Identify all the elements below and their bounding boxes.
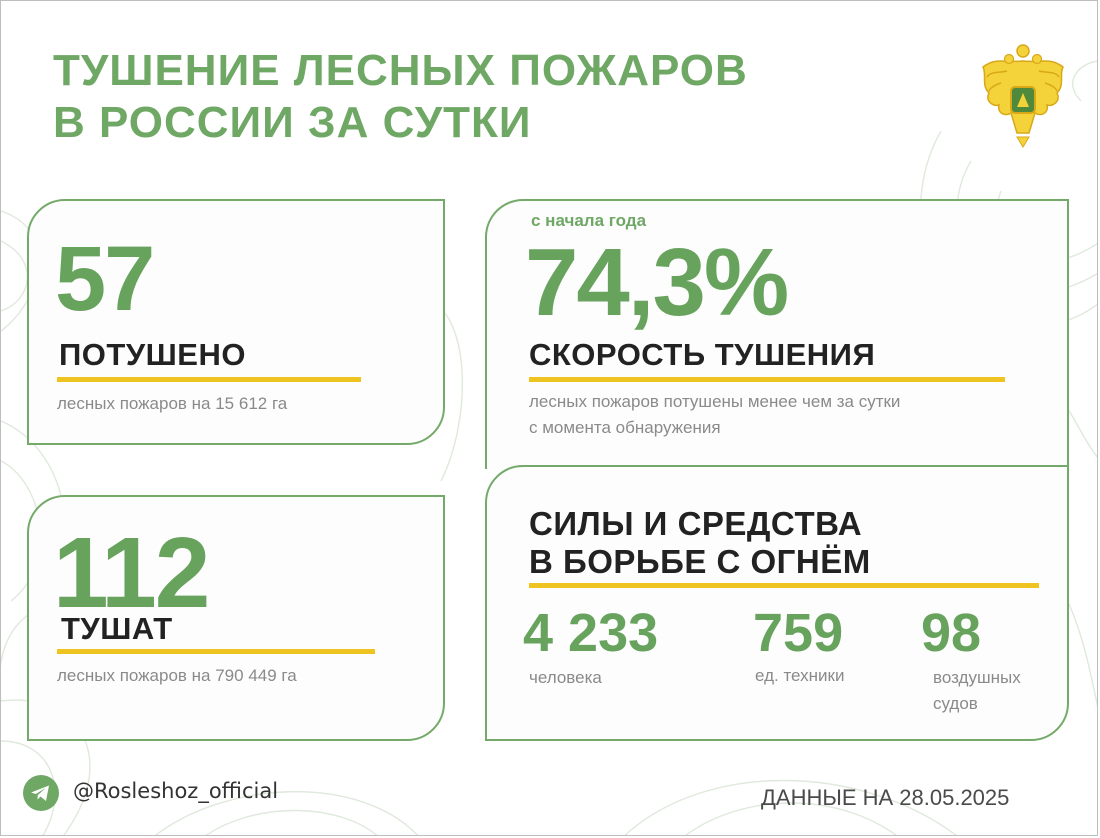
- extinguished-underline: [57, 377, 361, 382]
- speed-label: СКОРОСТЬ ТУШЕНИЯ: [529, 337, 876, 372]
- extinguished-value: 57: [55, 228, 155, 330]
- telegram-icon: [23, 775, 59, 811]
- russian-eagle-emblem-icon: [982, 44, 1064, 148]
- active-label: ТУШАТ: [61, 611, 173, 646]
- equipment-label: ед. техники: [755, 666, 845, 685]
- forces-card: [485, 465, 1069, 741]
- active-card: [27, 495, 445, 741]
- telegram-handle-link[interactable]: @Rosleshoz_official: [73, 779, 279, 803]
- speed-card: [485, 199, 1069, 469]
- active-desc: лесных пожаров на 790 449 га: [57, 666, 297, 685]
- forces-title-2: В БОРЬБЕ С ОГНЁМ: [529, 543, 871, 580]
- active-value: 112: [53, 517, 210, 629]
- forces-title-1: СИЛЫ И СРЕДСТВА: [529, 505, 863, 542]
- people-value: 4 233: [523, 603, 659, 663]
- speed-underline: [529, 377, 1005, 382]
- page-title: ТУШЕНИЕ ЛЕСНЫХ ПОЖАРОВ В РОССИИ ЗА СУТКИ: [53, 45, 748, 149]
- speed-desc-1: лесных пожаров потушены менее чем за сут…: [529, 392, 901, 411]
- people-label: человека: [529, 668, 602, 687]
- speed-desc-2: с момента обнаружения: [529, 418, 721, 437]
- speed-value: 74,3%: [525, 229, 789, 336]
- forces-underline: [529, 583, 1039, 588]
- extinguished-card: [27, 199, 445, 445]
- extinguished-desc: лесных пожаров на 15 612 га: [57, 394, 288, 413]
- active-underline: [57, 649, 375, 654]
- equipment-value: 759: [753, 603, 844, 663]
- data-date: ДАННЫЕ НА 28.05.2025: [761, 785, 1010, 810]
- speed-since: с начала года: [531, 211, 647, 230]
- title-line-1: ТУШЕНИЕ ЛЕСНЫХ ПОЖАРОВ: [53, 46, 748, 95]
- aircraft-value: 98: [921, 603, 982, 663]
- aircraft-label-2: судов: [933, 694, 978, 713]
- extinguished-label: ПОТУШЕНО: [59, 337, 246, 372]
- aircraft-label-1: воздушных: [933, 668, 1021, 687]
- title-line-2: В РОССИИ ЗА СУТКИ: [53, 98, 532, 147]
